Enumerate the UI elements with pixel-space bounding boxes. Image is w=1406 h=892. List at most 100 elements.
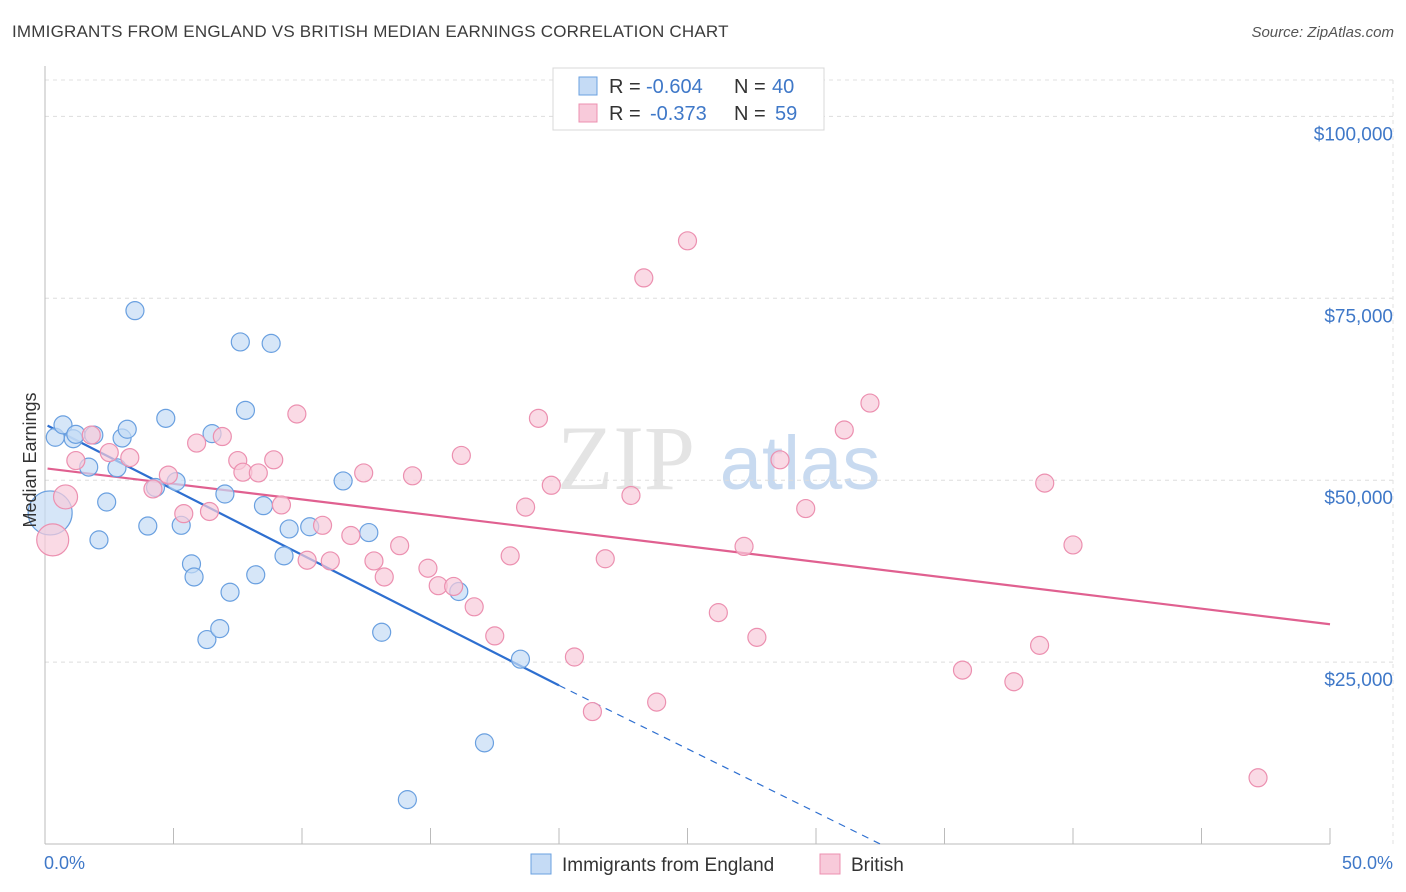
- point-s1-38: [582, 701, 603, 722]
- point-s0-15: [156, 408, 176, 428]
- legend-swatch-british: [578, 103, 598, 123]
- point-s1-11: [212, 426, 232, 447]
- point-s0-19: [184, 567, 204, 587]
- point-s1-9: [187, 433, 207, 453]
- point-s1-56: [1248, 768, 1268, 788]
- legend-n-label-england: N =: [734, 76, 766, 98]
- point-s1-40: [621, 485, 641, 506]
- point-s1-21: [341, 525, 361, 546]
- point-s1-0: [36, 523, 70, 557]
- point-s0-39: [510, 649, 531, 669]
- point-s1-50: [860, 393, 880, 413]
- y-tick-label-2: $75,000: [1324, 306, 1393, 327]
- bottom-legend: Immigrants from England British: [530, 853, 904, 876]
- point-s0-24: [220, 582, 240, 602]
- bottom-legend-swatch-england: [530, 853, 552, 875]
- point-s1-8: [174, 504, 194, 524]
- legend-r-label-england: R =: [609, 76, 641, 98]
- point-s1-6: [143, 479, 163, 499]
- point-s1-43: [677, 231, 698, 251]
- point-s0-12: [125, 301, 145, 321]
- legend-r-value-british: -0.373: [650, 103, 707, 125]
- source-label: Source: ZipAtlas.com: [1251, 24, 1394, 41]
- y-axis-label: Median Earnings: [20, 392, 40, 527]
- point-s1-52: [1004, 672, 1024, 692]
- point-s0-34: [359, 522, 379, 543]
- trend-line-extension-0: [558, 684, 881, 845]
- legend-n-value-british: 59: [775, 103, 797, 125]
- legend-box: R = -0.604 N = 40 R = -0.373 N = 59: [552, 67, 825, 131]
- point-s1-29: [444, 576, 464, 597]
- point-s0-8: [97, 492, 117, 512]
- point-s1-22: [354, 463, 374, 483]
- point-s1-14: [248, 463, 268, 483]
- x-tick-max: 50.0%: [1342, 853, 1393, 873]
- point-s1-7: [158, 465, 178, 485]
- point-s1-33: [500, 546, 520, 566]
- point-s1-37: [564, 647, 585, 667]
- point-s0-25: [230, 332, 250, 352]
- point-s1-19: [312, 515, 333, 535]
- point-s0-7: [89, 530, 109, 550]
- point-s0-36: [397, 790, 417, 810]
- watermark-atlas: atlas: [720, 421, 881, 506]
- point-s0-22: [210, 619, 230, 639]
- point-s1-31: [464, 597, 484, 617]
- point-s1-54: [1035, 473, 1055, 493]
- point-s1-3: [81, 425, 101, 445]
- point-s1-5: [120, 448, 140, 468]
- bottom-legend-label-england: Immigrants from England: [562, 855, 774, 876]
- point-s1-25: [390, 536, 410, 556]
- point-s0-31: [279, 519, 299, 539]
- y-tick-label-3: $100,000: [1314, 124, 1393, 145]
- point-s0-9: [107, 458, 127, 478]
- point-s1-32: [485, 626, 505, 646]
- point-s1-34: [515, 497, 536, 517]
- point-s1-47: [770, 450, 790, 470]
- point-s1-49: [834, 420, 854, 440]
- bottom-legend-swatch-british: [819, 853, 841, 875]
- point-s1-35: [528, 408, 549, 428]
- point-s1-4: [99, 442, 119, 463]
- point-s1-18: [297, 550, 317, 570]
- point-s0-35: [372, 622, 392, 642]
- point-s0-38: [474, 733, 495, 753]
- point-s1-20: [320, 551, 340, 571]
- y-tick-label-1: $50,000: [1324, 488, 1393, 509]
- point-s1-44: [708, 603, 728, 623]
- y-tick-label-0: $25,000: [1324, 670, 1393, 691]
- point-s1-15: [264, 450, 284, 470]
- point-s1-2: [66, 450, 86, 471]
- point-s1-23: [364, 551, 384, 571]
- point-s1-24: [374, 567, 394, 587]
- point-s1-39: [595, 549, 615, 569]
- trend-line-1: [47, 467, 1331, 626]
- x-tick-min: 0.0%: [44, 853, 85, 873]
- chart-title: IMMIGRANTS FROM ENGLAND VS BRITISH MEDIA…: [12, 22, 729, 41]
- point-s0-11: [117, 419, 137, 439]
- point-s0-33: [333, 471, 353, 491]
- legend-swatch-england: [578, 76, 598, 96]
- point-s1-1: [52, 484, 79, 510]
- point-s0-27: [246, 565, 266, 585]
- point-s1-45: [734, 536, 754, 557]
- point-s1-41: [634, 268, 654, 288]
- legend-n-label-british: N =: [734, 103, 766, 125]
- axes: [44, 66, 1331, 845]
- point-s0-30: [274, 546, 294, 566]
- point-s1-46: [747, 627, 767, 647]
- point-s1-16: [271, 495, 292, 515]
- legend-r-label-british: R =: [609, 103, 641, 125]
- point-s1-55: [1063, 535, 1083, 555]
- point-s1-17: [287, 404, 307, 424]
- point-s1-48: [796, 498, 816, 519]
- point-s0-23: [215, 484, 235, 504]
- bottom-legend-label-british: British: [851, 855, 904, 876]
- point-s1-30: [451, 445, 471, 466]
- point-s1-10: [199, 501, 220, 522]
- point-s1-27: [418, 558, 438, 578]
- point-s0-28: [253, 496, 274, 516]
- data-points: [27, 231, 1268, 810]
- point-s1-51: [952, 660, 973, 680]
